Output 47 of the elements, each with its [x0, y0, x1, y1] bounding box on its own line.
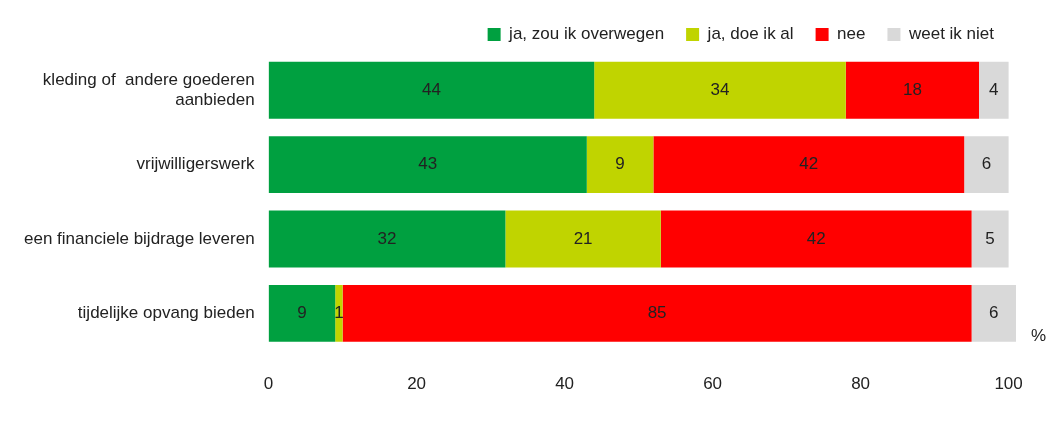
- data-label: 42: [799, 154, 819, 174]
- bar: [971, 210, 1009, 268]
- data-label: 34: [710, 79, 730, 99]
- data-label: 85: [647, 303, 667, 323]
- bar: [342, 284, 972, 342]
- x-axis-title: %: [1030, 326, 1046, 346]
- x-tick-label: 100: [994, 374, 1023, 394]
- bar: [268, 210, 506, 268]
- bar: [653, 136, 965, 194]
- y-tick-label: vrijwilligerswerk: [136, 154, 256, 174]
- data-label: 32: [377, 228, 397, 248]
- data-label: 9: [297, 303, 307, 323]
- y-tick-label: kleding of andere goederen aanbieden: [42, 69, 255, 110]
- bar: [964, 136, 1009, 194]
- data-label: 21: [573, 228, 593, 248]
- data-label: 4: [989, 79, 999, 99]
- data-label: 6: [981, 154, 992, 174]
- bar: [660, 210, 972, 268]
- data-label: 5: [985, 228, 995, 248]
- x-tick-label: 40: [555, 374, 575, 394]
- x-tick-label: 0: [263, 374, 274, 394]
- bar: [268, 61, 595, 119]
- legend-label: weet ik niet: [907, 24, 995, 44]
- legend-label: ja, zou ik overwegen: [508, 24, 665, 44]
- data-label: 44: [421, 79, 441, 99]
- data-label: 9: [615, 154, 625, 174]
- x-tick-label: 80: [851, 374, 871, 394]
- x-tick-label: 60: [703, 374, 723, 394]
- legend-label: nee: [837, 24, 866, 44]
- data-label: 42: [806, 228, 826, 248]
- data-label: 43: [418, 154, 438, 174]
- bar: [586, 136, 654, 194]
- legend-label: ja, doe ik al: [706, 24, 794, 44]
- data-label: 6: [989, 303, 999, 323]
- y-tick-label: een financiele bijdrage leveren: [23, 228, 255, 248]
- data-label: 1: [334, 303, 344, 323]
- y-tick-label: tijdelijke opvang bieden: [77, 303, 255, 323]
- bar: [979, 61, 1009, 119]
- data-label: 18: [902, 79, 922, 99]
- bar: [845, 61, 979, 119]
- bar: [268, 136, 587, 194]
- x-tick-label: 20: [407, 374, 427, 394]
- bar: [971, 284, 1016, 342]
- bar: [594, 61, 846, 119]
- bar: [268, 284, 336, 342]
- bar: [505, 210, 661, 268]
- bar: [335, 284, 343, 342]
